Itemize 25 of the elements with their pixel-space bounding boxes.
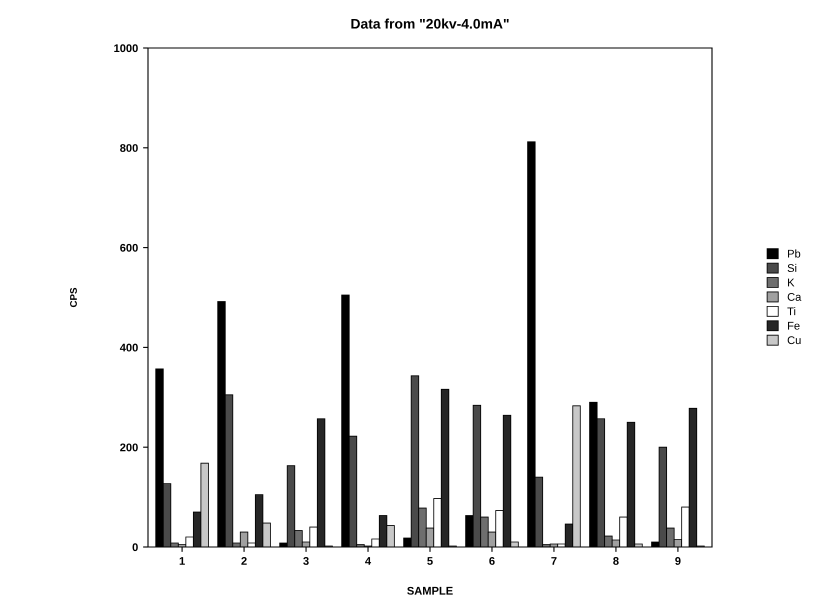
legend-label: K <box>788 278 794 286</box>
x-tick-label: 1 <box>180 557 185 565</box>
x-tick-label: 9 <box>675 557 681 565</box>
x-tick-label: 5 <box>427 557 433 565</box>
x-tick-label: 6 <box>489 557 495 565</box>
y-tick-label: 1000 <box>114 44 138 52</box>
y-tick-label: 0 <box>132 543 138 552</box>
y-tick-label: 400 <box>120 344 138 352</box>
y-tick-label: 600 <box>120 244 138 252</box>
legend-label: Si <box>788 264 796 272</box>
chart-title: Data from "20kv-4.0mA" <box>351 18 509 29</box>
legend-label: Pb <box>788 249 800 258</box>
y-tick-label: 200 <box>120 443 138 452</box>
x-tick-label: 4 <box>365 557 372 565</box>
x-axis-title: SAMPLE <box>407 586 453 595</box>
y-tick-label: 800 <box>120 144 138 152</box>
legend-label: Ti <box>787 307 796 316</box>
legend-label: Ca <box>788 292 802 301</box>
x-tick-label: 2 <box>241 557 247 565</box>
legend-label: Fe <box>788 322 800 330</box>
legend-label: Cu <box>788 336 801 344</box>
y-axis-title: CPS <box>70 288 77 308</box>
x-tick-label: 8 <box>613 557 619 565</box>
x-tick-label: 7 <box>551 557 557 565</box>
x-tick-label: 3 <box>303 557 309 565</box>
